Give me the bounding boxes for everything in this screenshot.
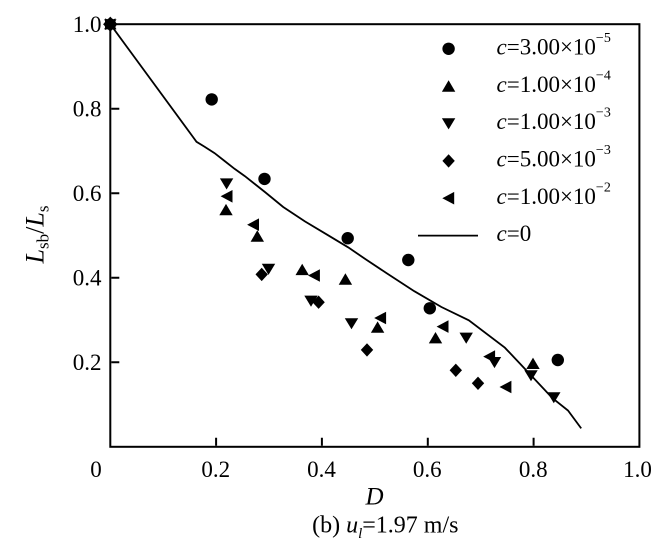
svg-text:c=0: c=0 bbox=[497, 221, 532, 246]
svg-text:1.0: 1.0 bbox=[623, 457, 652, 482]
svg-text:c=5.00×10−3: c=5.00×10−3 bbox=[497, 143, 611, 172]
svg-text:0.6: 0.6 bbox=[413, 457, 442, 482]
svg-text:0.2: 0.2 bbox=[201, 457, 230, 482]
svg-text:0: 0 bbox=[90, 457, 102, 482]
svg-text:1.0: 1.0 bbox=[73, 12, 102, 37]
svg-text:0.2: 0.2 bbox=[73, 350, 102, 375]
svg-text:0.6: 0.6 bbox=[73, 181, 102, 206]
svg-text:0.4: 0.4 bbox=[73, 265, 102, 290]
svg-text:0.4: 0.4 bbox=[307, 457, 336, 482]
svg-text:0.8: 0.8 bbox=[519, 457, 548, 482]
svg-text:Lsb/Ls: Lsb/Ls bbox=[21, 206, 53, 265]
svg-text:D: D bbox=[364, 484, 383, 511]
svg-text:(b) ul=1.97 m/s: (b) ul=1.97 m/s bbox=[312, 513, 458, 543]
svg-text:c=3.00×10−5: c=3.00×10−5 bbox=[497, 31, 611, 60]
svg-text:c=1.00×10−2: c=1.00×10−2 bbox=[497, 180, 611, 209]
svg-text:0.8: 0.8 bbox=[73, 96, 102, 121]
svg-text:c=1.00×10−3: c=1.00×10−3 bbox=[497, 106, 611, 135]
svg-text:c=1.00×10−4: c=1.00×10−4 bbox=[497, 68, 611, 97]
